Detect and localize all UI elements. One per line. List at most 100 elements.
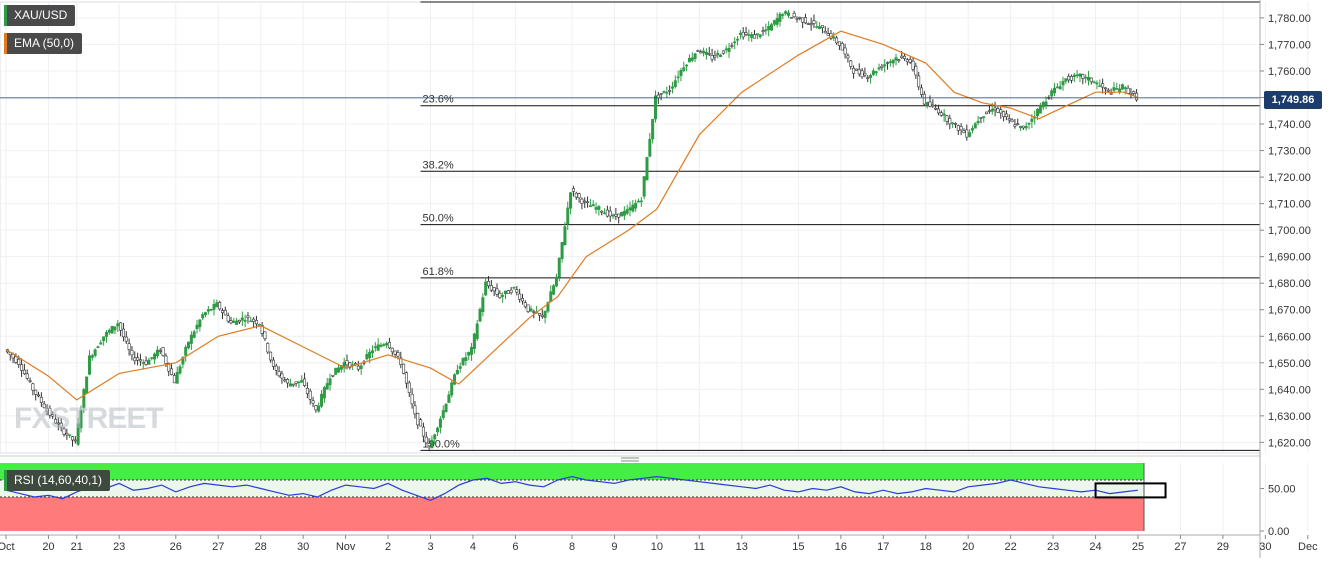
- candle-body: [637, 200, 641, 203]
- candle-body: [257, 324, 261, 326]
- candle-body: [1019, 125, 1023, 129]
- candle-body: [110, 325, 114, 334]
- candle-body: [687, 57, 691, 63]
- candle-body: [402, 363, 406, 374]
- time-tick-label: 17: [877, 541, 889, 553]
- candle-body: [65, 432, 69, 436]
- candle-body: [662, 91, 666, 93]
- price-axis: 1,620.00 1,630.00 1,640.00 1,650.00 1,660.00…: [1259, 0, 1311, 558]
- candle-body: [85, 376, 89, 394]
- fib-label: 23.6%: [423, 94, 454, 106]
- candle-body: [600, 210, 604, 213]
- candle-body: [685, 64, 689, 67]
- candle-body: [736, 38, 740, 41]
- candle-body: [1069, 76, 1073, 81]
- candle-body: [20, 364, 24, 371]
- candle-body: [416, 413, 420, 426]
- symbol-swatch: [4, 5, 7, 26]
- candle-body: [894, 57, 898, 61]
- time-tick-label: 15: [792, 541, 804, 553]
- candle-body: [931, 104, 935, 107]
- time-tick-label: 20: [42, 541, 54, 553]
- candle-body: [1095, 82, 1099, 85]
- candle-body: [809, 23, 813, 26]
- time-tick-label: 22: [1005, 541, 1017, 553]
- candle-body: [818, 26, 822, 29]
- candle-body: [252, 318, 256, 322]
- candle-body: [229, 320, 233, 324]
- rsi-panel: 0.00 50.00: [0, 463, 1296, 538]
- candle-body: [537, 313, 541, 316]
- candle-body: [467, 351, 471, 356]
- fib-label: 38.2%: [423, 159, 454, 171]
- candle-body: [1024, 126, 1028, 129]
- candle-body: [470, 346, 474, 355]
- symbol-label: XAU/USD: [14, 8, 68, 22]
- candle-body: [826, 33, 830, 36]
- candle-body: [891, 59, 895, 64]
- candle-body: [286, 379, 290, 384]
- candle-body: [204, 312, 208, 316]
- candle-body: [246, 315, 250, 318]
- price-tick-label: 1,730.00: [1268, 146, 1311, 158]
- price-tick-label: 1,680.00: [1268, 278, 1311, 290]
- candle-body: [577, 193, 581, 199]
- candle-body: [781, 14, 785, 16]
- candle-body: [133, 357, 137, 362]
- time-tick-label: 23: [113, 541, 125, 553]
- candle-body: [266, 342, 270, 353]
- candle-body: [953, 123, 957, 125]
- candle-body: [676, 76, 680, 79]
- candle-body: [608, 210, 612, 217]
- candle-body: [56, 422, 60, 425]
- candle-body: [119, 322, 123, 331]
- ema-legend[interactable]: EMA (50,0): [4, 33, 83, 54]
- candle-body: [569, 192, 573, 209]
- symbol-legend[interactable]: XAU/USD: [4, 5, 76, 26]
- price-tick-label: 1,640.00: [1268, 384, 1311, 396]
- candle-body: [690, 57, 694, 61]
- candle-body: [345, 360, 349, 366]
- candle-body: [1123, 87, 1127, 89]
- candle-body: [920, 87, 924, 95]
- rsi-overbought-zone: [0, 463, 1144, 480]
- candle-body: [62, 428, 66, 435]
- candle-body: [1055, 86, 1059, 89]
- candle-body: [764, 29, 768, 32]
- candle-body: [970, 128, 974, 131]
- candle-body: [631, 204, 635, 212]
- candle-body: [999, 109, 1003, 114]
- candle-body: [679, 69, 683, 77]
- candle-body: [784, 11, 788, 14]
- candle-body: [823, 30, 827, 34]
- candle-body: [866, 77, 870, 79]
- candle-body: [1112, 87, 1116, 91]
- candle-body: [812, 20, 816, 24]
- price-tick-label: 1,630.00: [1268, 411, 1311, 423]
- candle-body: [526, 304, 530, 312]
- price-tick-label: 1,700.00: [1268, 225, 1311, 237]
- candle-body: [334, 367, 338, 375]
- candle-body: [854, 68, 858, 71]
- candle-body: [617, 213, 621, 218]
- candle-body: [1027, 122, 1031, 125]
- candle-body: [390, 347, 394, 353]
- candle-body: [226, 315, 230, 322]
- candle-body: [294, 381, 298, 384]
- candle-body: [707, 53, 711, 55]
- price-tick-label: 1,770.00: [1268, 39, 1311, 51]
- candle-body: [104, 332, 108, 337]
- candle-body: [552, 285, 556, 295]
- candle-body: [699, 51, 703, 54]
- candle-body: [45, 408, 49, 412]
- candle-body: [433, 434, 437, 440]
- candle-body: [939, 112, 943, 116]
- candle-body: [34, 389, 38, 395]
- candle-body: [1081, 74, 1085, 79]
- candle-body: [515, 289, 519, 293]
- candle-body: [721, 50, 725, 54]
- candle-body: [175, 371, 179, 384]
- candle-body: [591, 204, 595, 207]
- rsi-legend[interactable]: RSI (14,60,40,1): [4, 470, 111, 491]
